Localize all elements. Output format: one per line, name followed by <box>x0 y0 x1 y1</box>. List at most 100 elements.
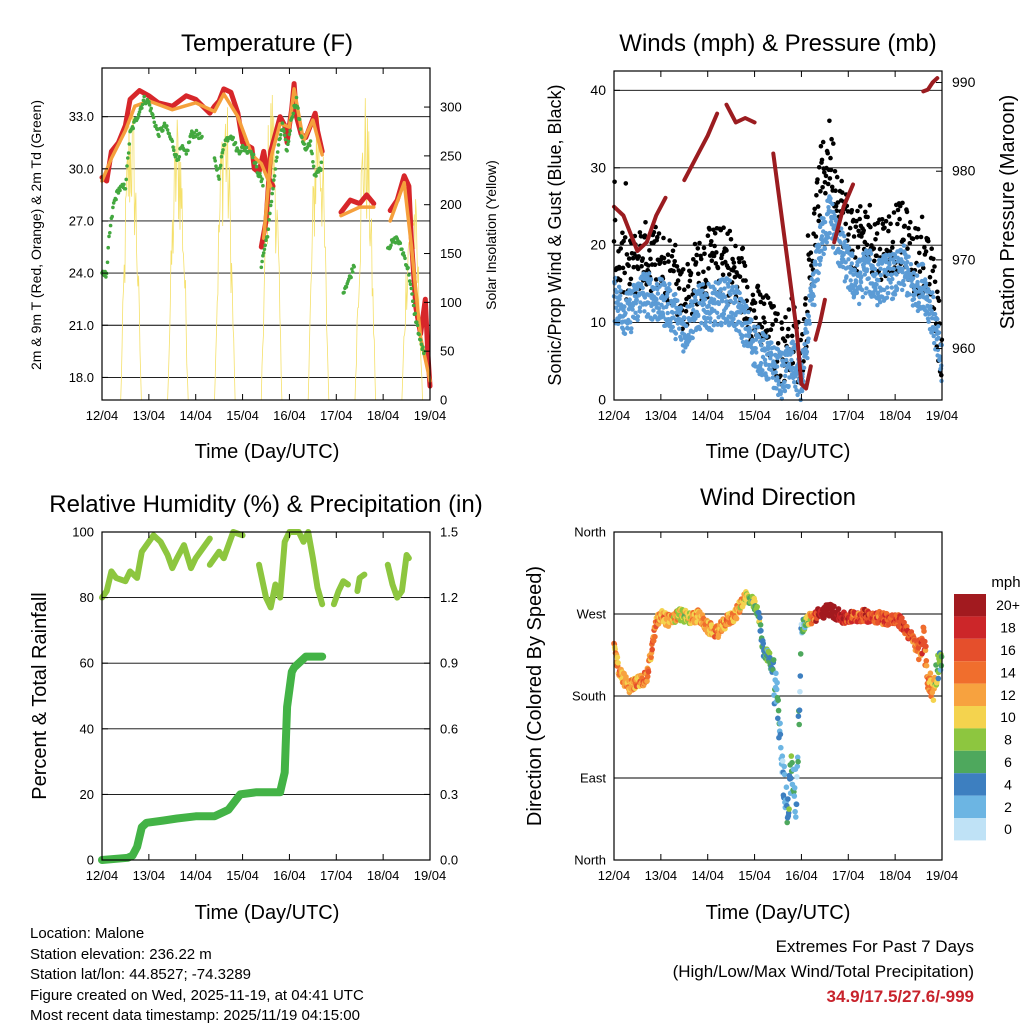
wind-point <box>740 333 745 339</box>
gust-point <box>846 232 851 237</box>
wind-point <box>931 333 936 339</box>
insolation-spike <box>354 98 376 401</box>
wind-point <box>843 260 848 265</box>
gust-point <box>861 228 866 233</box>
wind-point <box>901 243 907 248</box>
temp-2m-line <box>99 86 276 189</box>
wind-point <box>774 386 779 391</box>
dewpoint-point <box>419 342 424 347</box>
wind-point <box>857 301 862 307</box>
wind-point <box>875 290 881 295</box>
gust-point <box>828 155 833 161</box>
wind-point <box>937 357 943 362</box>
speed-legend-label: 2 <box>1004 799 1012 815</box>
wind-point <box>816 270 821 276</box>
gust-point <box>811 211 817 216</box>
dewpoint-point <box>154 123 158 128</box>
gust-point <box>731 260 737 265</box>
dewpoint-point <box>389 243 393 248</box>
gust-point <box>832 169 838 174</box>
direction-point <box>775 707 782 714</box>
wind-point <box>703 319 709 325</box>
wind-point <box>726 284 731 289</box>
wind-point <box>733 284 739 289</box>
dewpoint-point <box>140 102 145 107</box>
wind-point <box>668 288 673 293</box>
wind-point <box>645 275 650 280</box>
wind-point <box>678 305 684 310</box>
wind-point <box>642 295 648 300</box>
gust-point <box>640 256 645 261</box>
direction-title: Wind Direction <box>700 484 856 511</box>
wind-point <box>691 307 696 313</box>
wind-point <box>936 335 941 340</box>
humidity-y2tick-label: 1.5 <box>440 525 458 540</box>
gust-point <box>745 284 750 290</box>
wind-point <box>795 392 800 398</box>
temperature-y2tick-label: 50 <box>440 344 454 359</box>
dewpoint-point <box>258 171 262 176</box>
gust-point <box>712 243 717 249</box>
gust-point <box>760 295 766 300</box>
wind-point <box>790 339 795 344</box>
dewpoint-point <box>107 234 111 239</box>
direction-point <box>915 644 922 651</box>
wind-point <box>914 273 920 278</box>
direction-point <box>649 646 655 653</box>
gust-point <box>782 338 788 344</box>
dewpoint-point <box>286 142 290 146</box>
wind-point <box>864 286 869 291</box>
direction-point <box>777 720 783 727</box>
wind-point <box>659 277 664 282</box>
wind-point <box>752 328 758 334</box>
wind-point <box>711 323 716 328</box>
extremes-subtitle: (High/Low/Max Wind/Total Precipitation) <box>672 962 974 981</box>
wind-point <box>725 302 731 308</box>
wind-point <box>700 282 705 287</box>
gust-point <box>775 311 780 317</box>
gust-point <box>702 251 707 257</box>
wind-point <box>656 306 662 311</box>
dewpoint-point <box>307 143 312 148</box>
wind-point <box>742 310 747 315</box>
gust-point <box>901 237 906 243</box>
gust-point <box>620 230 625 236</box>
dewpoint-point <box>276 143 281 147</box>
gust-point <box>857 216 862 222</box>
gust-point <box>727 228 733 234</box>
humidity-xlabel: Time (Day/UTC) <box>195 902 340 924</box>
wind-point <box>746 309 751 315</box>
speed-legend-title: mph <box>991 574 1020 591</box>
dewpoint-point <box>310 151 314 156</box>
wind-point <box>842 239 848 244</box>
gust-point <box>854 218 859 224</box>
wind-point <box>766 346 771 351</box>
speed-legend-label: 10 <box>1000 709 1016 725</box>
gust-point <box>856 228 861 234</box>
gust-point <box>643 220 648 225</box>
wind-point <box>792 380 797 385</box>
wind-point <box>741 300 747 305</box>
direction-point <box>623 674 629 680</box>
temperature-xtick-label: 16/04 <box>273 408 306 423</box>
humidity-xtick-label: 15/04 <box>226 868 259 883</box>
dewpoint-point <box>296 106 300 110</box>
dewpoint-point <box>140 106 144 110</box>
wind-point <box>890 296 896 301</box>
wind-point <box>645 312 651 317</box>
gust-point <box>840 190 845 195</box>
direction-point <box>791 793 798 799</box>
winds-frame <box>613 70 943 401</box>
wind-point <box>908 262 914 267</box>
insolation-spike <box>167 119 189 401</box>
gust-point <box>739 255 744 261</box>
insolation-spike <box>120 115 142 401</box>
wind-point <box>720 299 725 304</box>
gust-point <box>789 333 795 339</box>
dewpoint-point <box>108 223 113 228</box>
gust-point <box>707 227 712 232</box>
wind-point <box>819 248 824 253</box>
gust-point <box>874 253 879 258</box>
gust-point <box>815 177 820 182</box>
